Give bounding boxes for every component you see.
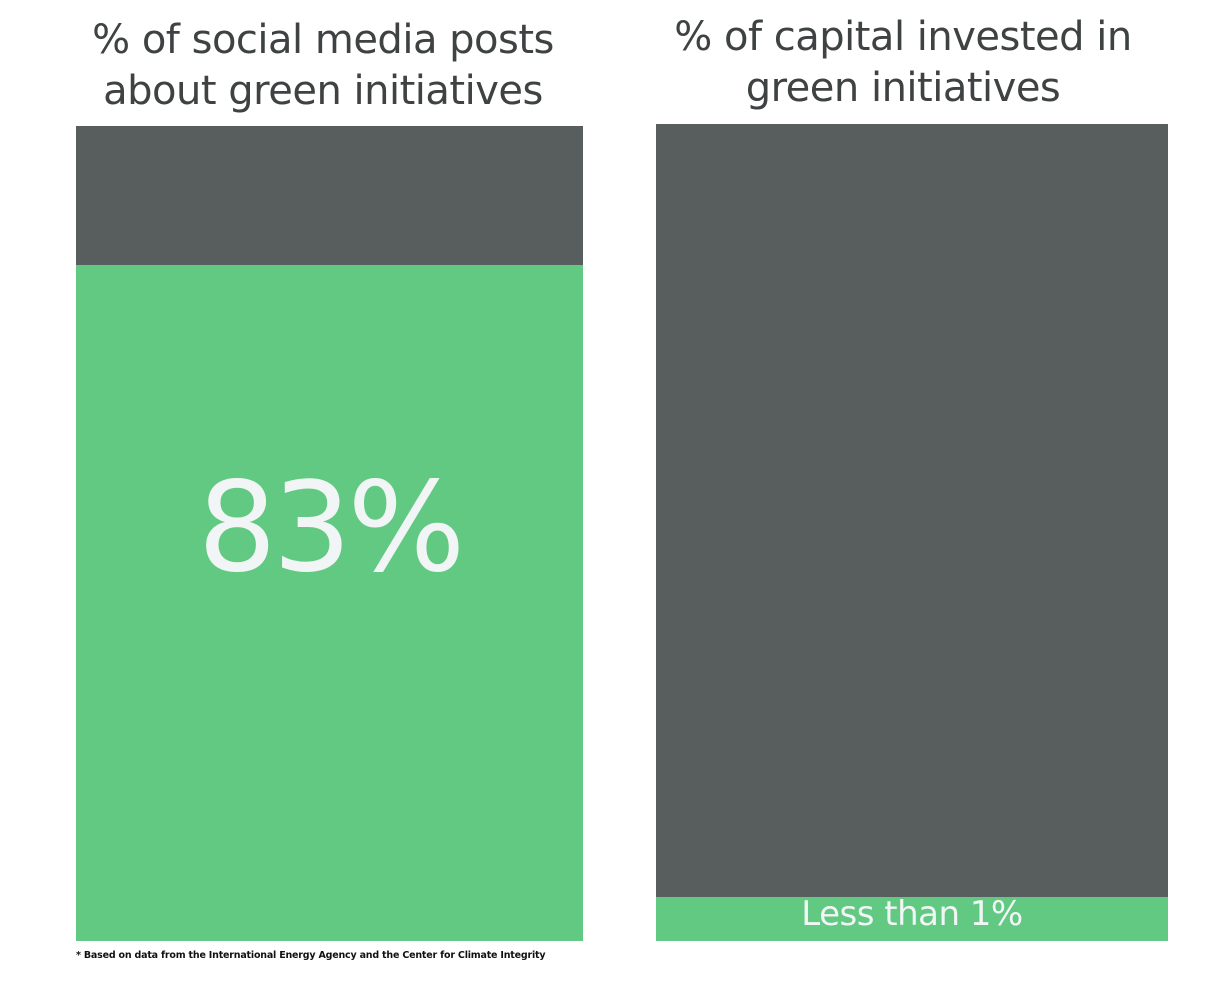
bar-segment-green-initiatives bbox=[656, 897, 1168, 941]
bar-segment-other bbox=[656, 124, 1168, 897]
footnote-source: * Based on data from the International E… bbox=[76, 950, 546, 961]
bar-capital-invested: Less than 1% bbox=[656, 124, 1168, 941]
bar-segment-green-initiatives bbox=[76, 265, 583, 941]
bar-social-posts: 83% bbox=[76, 126, 583, 941]
value-label-social-posts: 83% bbox=[197, 456, 466, 600]
chart-title-social-posts: % of social media posts about green init… bbox=[92, 17, 554, 114]
bar-segment-other bbox=[76, 126, 583, 265]
value-label-capital-invested: Less than 1% bbox=[801, 894, 1023, 934]
chart-title-capital-invested: % of capital invested in green initiativ… bbox=[674, 14, 1132, 111]
